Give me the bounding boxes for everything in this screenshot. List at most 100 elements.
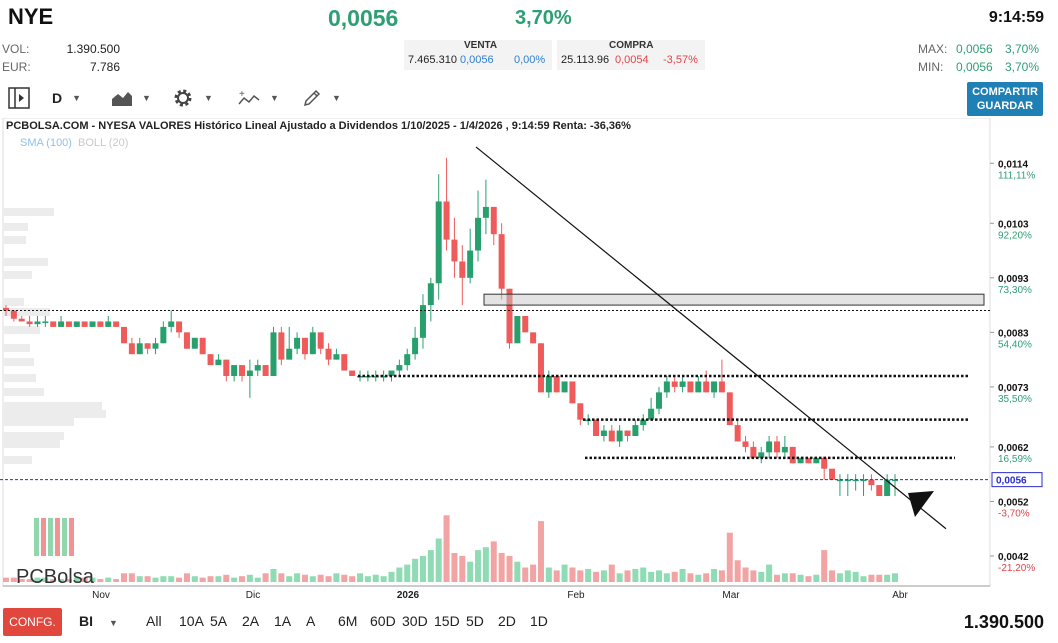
chevron-down-icon: ▼ — [142, 93, 151, 103]
volume-bar — [530, 564, 537, 582]
volume-bar — [73, 577, 80, 582]
range-button-30d[interactable]: 30D — [402, 613, 428, 629]
volume-bar — [836, 573, 843, 582]
candle-body — [412, 337, 419, 355]
indicator-legend: SMA (100) BOLL (20) — [20, 137, 128, 149]
panel-toggle-button[interactable] — [8, 86, 30, 110]
indicators-select[interactable]: + ▼ — [238, 86, 279, 110]
candle-body — [89, 321, 96, 327]
candle-body — [231, 365, 238, 376]
y-axis-pct-label: 54,40% — [998, 339, 1032, 350]
volume-bar — [81, 577, 88, 582]
range-button-a[interactable]: A — [306, 613, 316, 629]
volume-bar — [844, 570, 851, 582]
period-select[interactable]: D ▼ — [52, 86, 81, 110]
candle-body — [183, 332, 190, 349]
range-button-6m[interactable]: 6M — [338, 613, 358, 629]
volume-bar — [388, 571, 395, 582]
resistance-zone — [483, 293, 985, 306]
indicators-icon: + — [238, 89, 260, 105]
mode-select[interactable]: BI ▼ — [79, 613, 118, 629]
buy-pct: -3,57% — [663, 54, 698, 66]
mode-value: BI — [79, 613, 93, 629]
sell-label: VENTA — [464, 40, 498, 51]
volume-bar — [364, 576, 371, 582]
candle-body — [136, 343, 143, 355]
y-axis-price-label: 0,0052 — [998, 497, 1029, 508]
boll-label[interactable]: BOLL (20) — [78, 137, 129, 149]
panel-toggle-icon — [8, 87, 30, 109]
volume-bar — [506, 555, 513, 582]
range-button-all[interactable]: All — [146, 613, 162, 629]
candle-body — [223, 359, 230, 376]
chart-type-select[interactable]: ▼ — [112, 86, 151, 110]
candle-body — [860, 479, 867, 482]
candle-body — [608, 430, 615, 442]
volume-bar — [726, 532, 733, 582]
volume-bar — [797, 574, 804, 582]
config-button[interactable]: CONFG. — [3, 608, 62, 636]
candle-body — [868, 479, 875, 486]
buy-qty: 25.113.96 — [561, 54, 610, 66]
range-button-2a[interactable]: 2A — [242, 613, 260, 629]
volume-bar — [695, 574, 702, 582]
volume-bar — [223, 574, 230, 582]
range-button-15d[interactable]: 15D — [434, 613, 460, 629]
candle-body — [380, 376, 387, 378]
drawing-tools-select[interactable]: ▼ — [302, 86, 341, 110]
volume-bar — [152, 577, 159, 582]
candle-body — [569, 381, 576, 404]
candle-body — [726, 392, 733, 426]
y-axis-pct-label: -3,70% — [998, 508, 1030, 519]
range-button-60d[interactable]: 60D — [370, 613, 396, 629]
gear-icon — [174, 89, 192, 107]
volume-profile-bar — [4, 208, 54, 216]
volume-bar — [262, 573, 269, 582]
volume-bar — [254, 577, 261, 582]
volume-bar — [412, 558, 419, 582]
candle-body — [128, 343, 135, 355]
candle-body — [537, 343, 544, 393]
volume-bar — [600, 570, 607, 582]
candle-body — [648, 408, 655, 420]
candle-body — [530, 332, 537, 344]
volume-bar — [105, 577, 112, 582]
range-button-5a[interactable]: 5A — [210, 613, 228, 629]
last-update-time: 9:14:59 — [988, 9, 1044, 26]
volume-bar — [128, 573, 135, 582]
volume-bar — [309, 576, 316, 582]
range-button-10a[interactable]: 10A — [179, 613, 204, 629]
volume-bar — [10, 577, 17, 582]
sell-quote-box: VENTA 7.465.310 0,0056 0,00% — [404, 40, 552, 70]
volume-bar — [286, 576, 293, 582]
range-button-2d[interactable]: 2D — [498, 613, 516, 629]
y-axis-price-label: 0,0042 — [998, 552, 1029, 563]
volume-bar — [215, 576, 222, 582]
volume-bar — [608, 564, 615, 582]
y-axis-price-label: 0,0073 — [998, 383, 1029, 394]
y-axis-pct-label: 111,11% — [998, 170, 1035, 181]
candle-body — [215, 359, 222, 366]
range-button-5d[interactable]: 5D — [466, 613, 484, 629]
volume-bar — [585, 568, 592, 582]
settings-select[interactable]: ▼ — [172, 86, 213, 110]
eur-label: EUR: — [2, 60, 31, 74]
candle-body — [553, 376, 560, 393]
chart-title: PCBOLSA.COM - NYESA VALORES Histórico Li… — [6, 120, 631, 132]
range-button-1a[interactable]: 1A — [274, 613, 292, 629]
volume-bar — [372, 574, 379, 582]
volume-bar — [514, 561, 521, 582]
volume-bar — [191, 576, 198, 582]
volume-bar — [687, 573, 694, 582]
volume-bar — [97, 579, 104, 582]
share-save-button[interactable]: COMPARTIR GUARDAR — [967, 82, 1043, 116]
volume-profile-bar — [4, 326, 40, 334]
sma-label[interactable]: SMA (100) — [20, 137, 72, 149]
candle-body — [805, 457, 812, 464]
candle-body — [301, 337, 308, 355]
candle-body — [294, 337, 301, 349]
range-button-1d[interactable]: 1D — [530, 613, 548, 629]
candle-body — [679, 381, 686, 387]
candle-body — [349, 370, 356, 376]
